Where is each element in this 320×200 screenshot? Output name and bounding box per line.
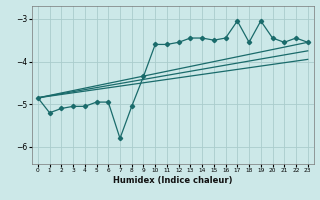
X-axis label: Humidex (Indice chaleur): Humidex (Indice chaleur) xyxy=(113,176,233,185)
